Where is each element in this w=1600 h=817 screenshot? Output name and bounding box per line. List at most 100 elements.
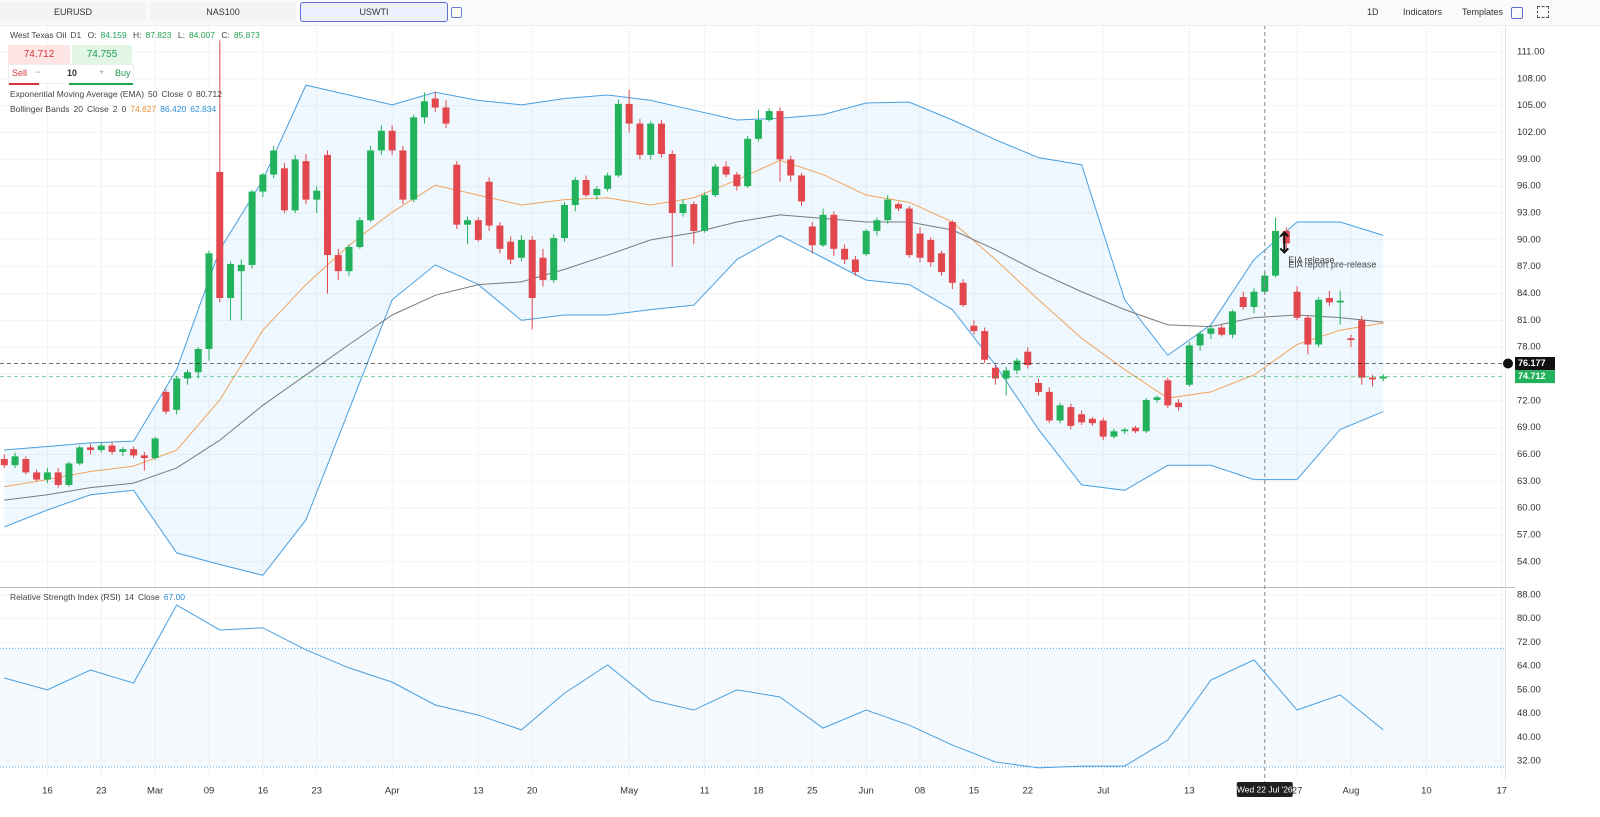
toolbar-item[interactable]: Indicators (1403, 7, 1443, 17)
sell-price[interactable]: 74.712 (8, 45, 70, 64)
order-bar: Sell − 10 + Buy (8, 64, 134, 85)
candle-body (474, 220, 482, 240)
candle-body (151, 438, 159, 459)
x-tick-label: 09 (204, 786, 215, 797)
buy-price[interactable]: 74.755 (72, 45, 132, 64)
bb-legend-item: 20 (73, 104, 84, 114)
tab[interactable]: USWTI (300, 2, 448, 22)
candle-body (884, 199, 892, 221)
candle-body (625, 103, 633, 124)
y-tick-label: 72.00 (1517, 637, 1541, 648)
candle-body (701, 195, 709, 231)
candle-body (313, 190, 321, 200)
candle-body (744, 138, 752, 187)
candle-body (1261, 275, 1269, 292)
rsi-legend-item: Close (138, 592, 160, 602)
candle-body (1196, 333, 1204, 346)
candle-body (1088, 418, 1096, 424)
y-tick-label: 32.00 (1517, 756, 1541, 767)
candle-body (22, 458, 30, 473)
fullscreen-icon[interactable] (1537, 6, 1549, 18)
candle-body (162, 391, 170, 412)
rsi-line (4, 604, 1384, 769)
candle-body (507, 241, 515, 260)
candle-body (1142, 399, 1150, 432)
candle-body (1239, 297, 1247, 307)
indicator-line (4, 84, 1384, 451)
symbol: West Texas Oil (10, 30, 67, 40)
candle-body (367, 150, 375, 221)
candle-body (1024, 351, 1032, 366)
label: H: (132, 30, 142, 40)
high: 87.823 (145, 30, 172, 40)
toolbar-item[interactable]: Templates (1462, 7, 1504, 17)
candle-body (1379, 376, 1387, 379)
candle-body (119, 449, 127, 452)
tab[interactable]: NAS100 (150, 2, 296, 21)
y-tick-label: 54.00 (1517, 556, 1541, 567)
candle-body (1336, 300, 1344, 303)
candle-body (948, 221, 956, 283)
candle-body (636, 123, 644, 155)
candle-body (916, 233, 924, 258)
candle-body (496, 225, 504, 249)
candle-body (851, 259, 859, 273)
candle-body (431, 98, 439, 108)
candle-body (668, 154, 676, 214)
candle-body (1110, 431, 1118, 437)
buy-button[interactable]: Buy (115, 68, 131, 78)
ema-legend: Exponential Moving Average (EMA) 50 Close 0… (10, 89, 226, 99)
candle-body (1358, 320, 1366, 378)
minus[interactable]: − (35, 67, 41, 77)
candle-body (1325, 298, 1333, 303)
y-tick-label: 56.00 (1517, 684, 1541, 695)
candle-body (614, 103, 622, 176)
quantity[interactable]: 10 (67, 68, 78, 78)
candle-body (905, 208, 913, 256)
add-tab[interactable] (451, 7, 462, 18)
y-tick-label: 66.00 (1517, 449, 1541, 460)
rsi-band (0, 648, 1505, 767)
ema-legend-item: 80.712 (195, 89, 222, 99)
candle-body (1282, 230, 1290, 244)
plus[interactable]: + (99, 67, 105, 77)
y-tick-label: 105.00 (1517, 100, 1546, 111)
candle-body (237, 264, 245, 272)
candle-body (1056, 405, 1064, 421)
label: O: (87, 30, 97, 40)
candle-body (754, 120, 762, 139)
layout-icon[interactable] (1511, 7, 1523, 19)
candle-body (259, 174, 267, 192)
label: L: (177, 30, 185, 40)
buy-line (69, 83, 133, 85)
y-tick-label: 40.00 (1517, 732, 1541, 743)
tab[interactable]: EURUSD (0, 2, 146, 21)
candle-body (334, 255, 342, 272)
bb-legend-item: 2 (112, 104, 118, 114)
toolbar-item[interactable]: 1D (1367, 7, 1379, 17)
x-tick-label: 23 (96, 786, 107, 797)
price-icon (1502, 357, 1514, 370)
x-tick-label: 16 (258, 786, 269, 797)
candle-body (647, 123, 655, 155)
y-tick-label: 72.00 (1517, 395, 1541, 406)
candle-body (194, 348, 202, 373)
low: 84.007 (188, 30, 215, 40)
label: C: (221, 30, 230, 40)
candle-body (679, 204, 687, 214)
candle-body (938, 253, 946, 273)
ema-legend-item: Close (161, 89, 184, 99)
candle-body (1368, 377, 1376, 380)
candle-body (1315, 299, 1323, 345)
candle-body (108, 445, 116, 452)
candle-body (1013, 360, 1021, 371)
close: 85.873 (233, 30, 260, 40)
candle-body (722, 166, 730, 175)
sell-button[interactable]: Sell (12, 68, 28, 78)
candle-body (819, 214, 827, 246)
candle-body (216, 171, 224, 299)
candle-body (453, 164, 461, 225)
candle-body (981, 331, 989, 360)
